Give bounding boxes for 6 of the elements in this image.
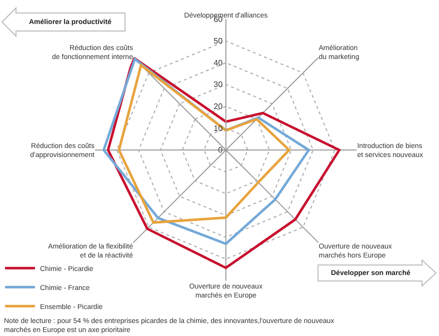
y-tick-label: 10	[214, 124, 224, 133]
y-tick-label: 20	[214, 102, 224, 112]
y-tick-label: 50	[214, 36, 224, 46]
y-tick-label: 40	[214, 58, 224, 68]
y-tick-label: 30	[214, 80, 224, 90]
y-tick-label: 0	[218, 146, 224, 155]
